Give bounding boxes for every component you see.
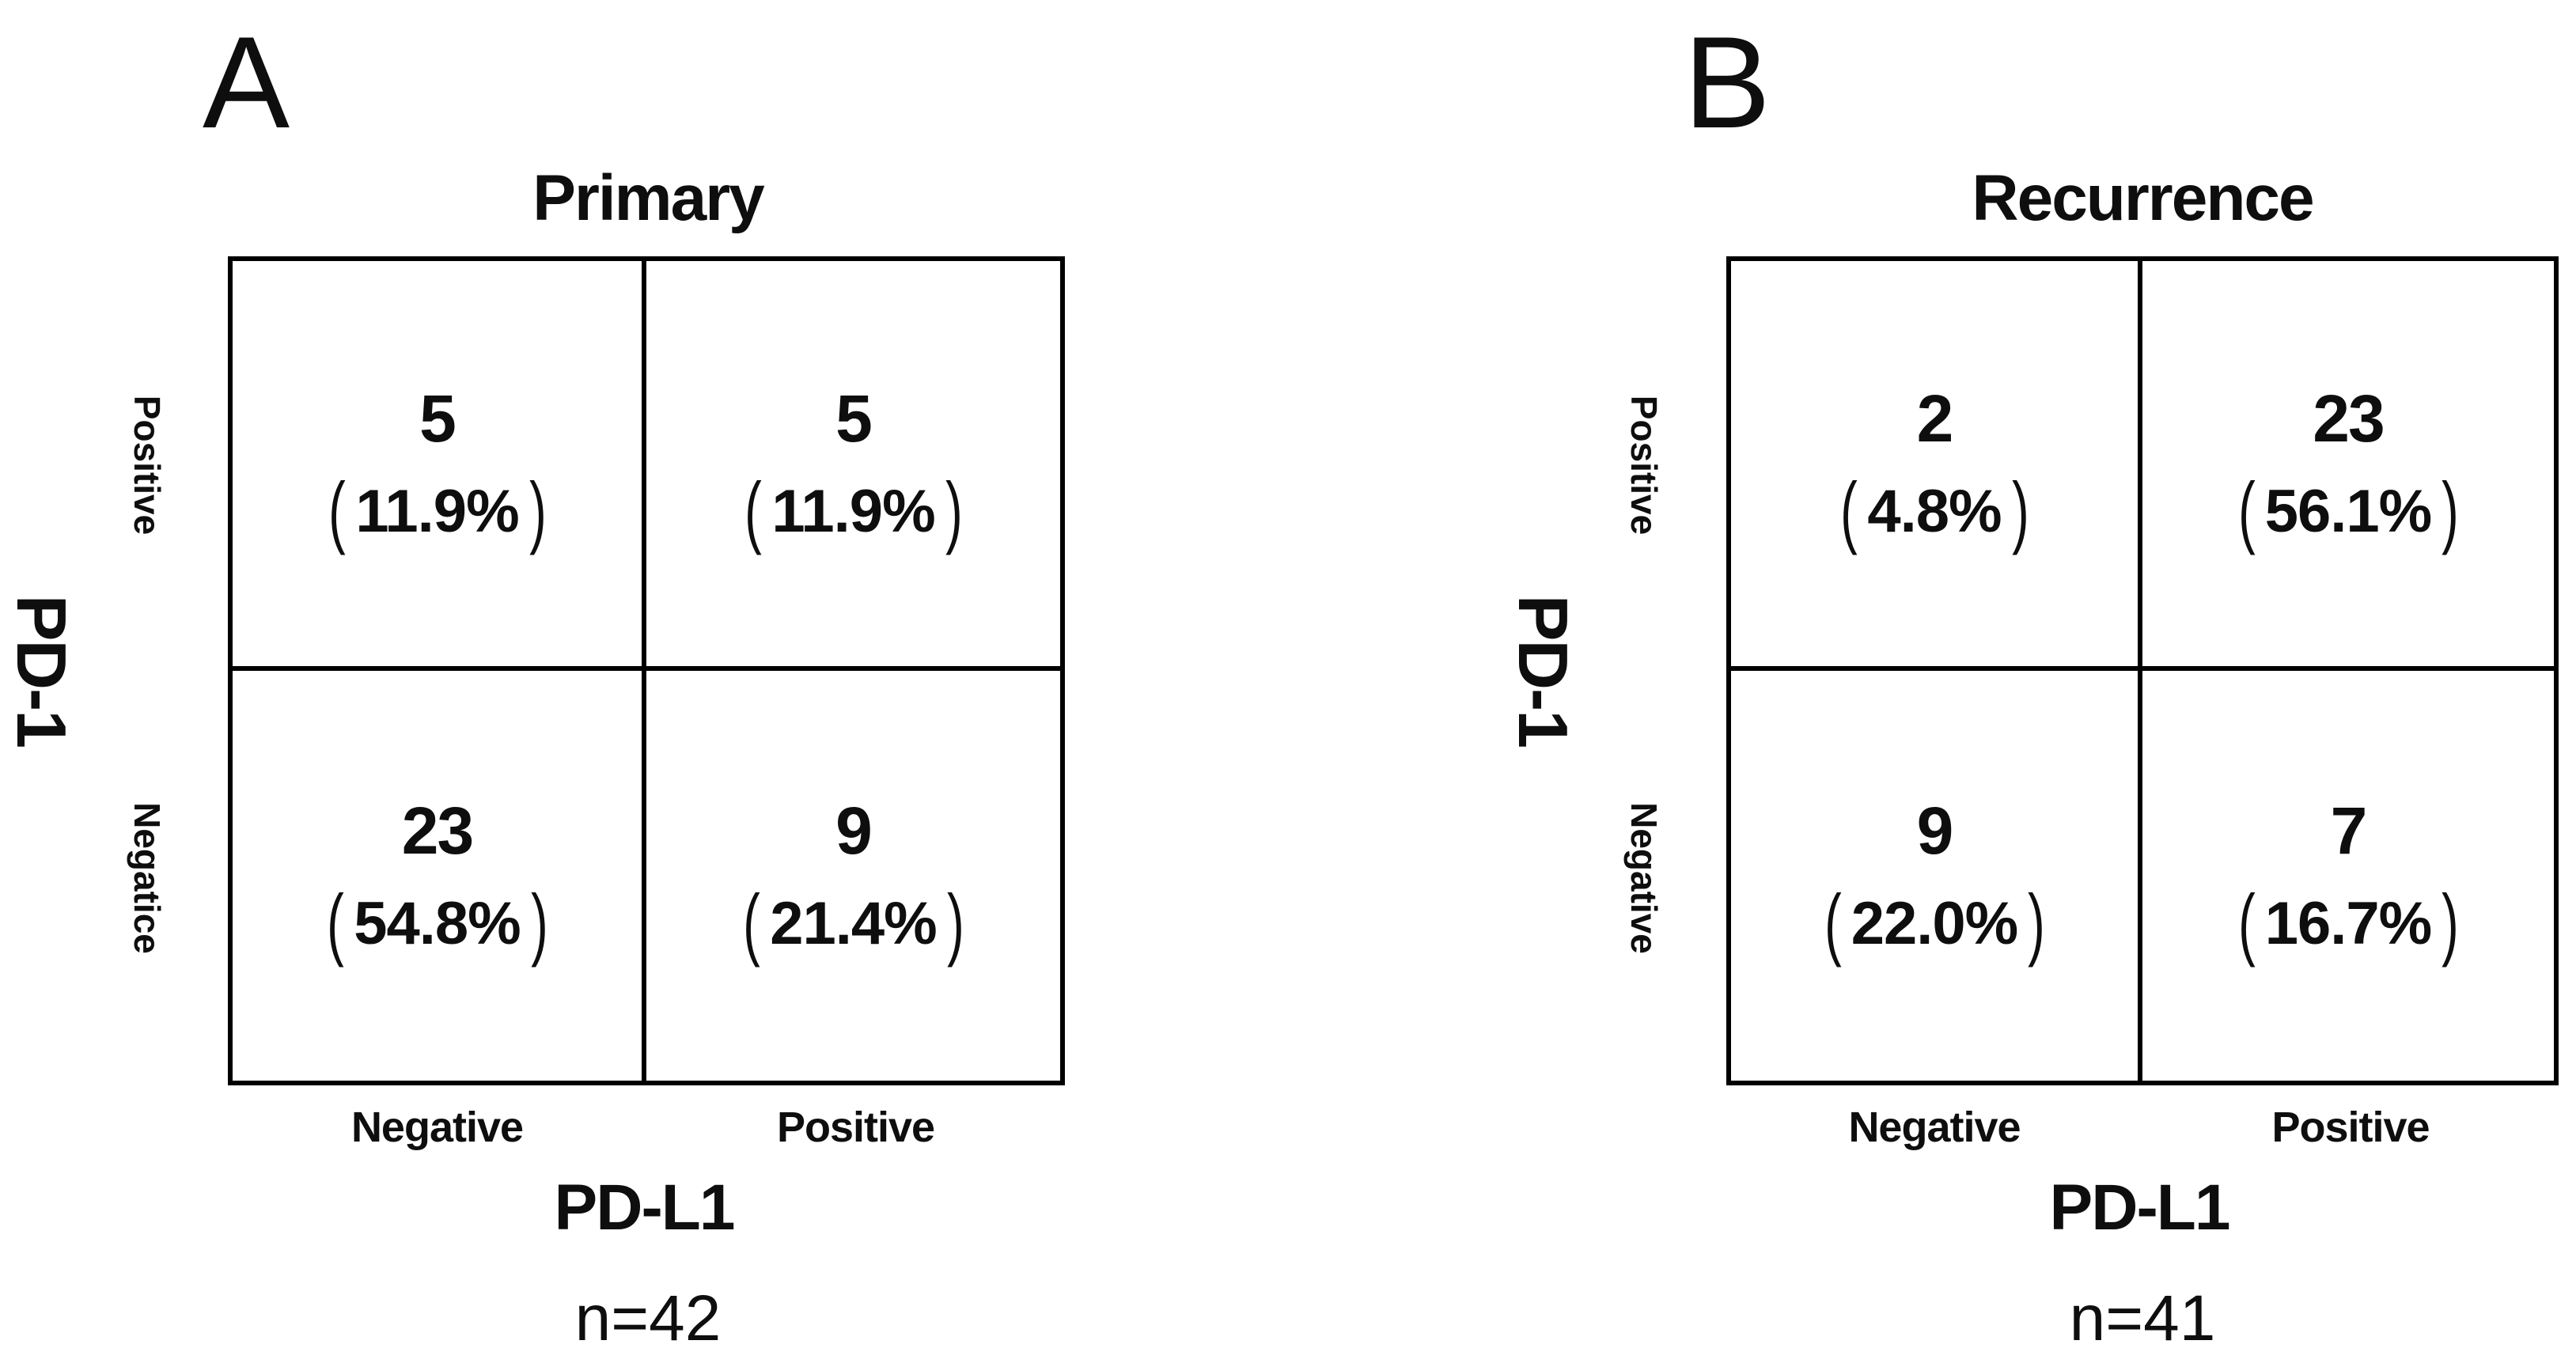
panel-b-cell-pd1neg-pdl1pos: 7 (16.7%) — [2142, 671, 2554, 1081]
percent-value: 54.8% — [354, 890, 521, 957]
cell-percent: (11.9%) — [734, 471, 972, 551]
panel-b-letter: B — [1684, 9, 1771, 155]
cell-percent: (54.8%) — [316, 884, 558, 964]
close-paren: ) — [2442, 467, 2459, 556]
cell-count: 23 — [401, 793, 474, 868]
close-paren: ) — [2442, 879, 2459, 968]
cell-percent: (21.4%) — [733, 884, 974, 964]
percent-value: 56.1% — [2264, 478, 2432, 545]
open-paren: ( — [743, 879, 760, 968]
open-paren: ( — [744, 467, 762, 556]
cell-percent: (56.1%) — [2228, 471, 2469, 551]
panel-a-column-labels: Negative Positive — [228, 1100, 1065, 1155]
cell-count: 5 — [419, 381, 456, 456]
panel-a-cell-pd1neg-pdl1neg: 23 (54.8%) — [233, 671, 646, 1081]
close-paren: ) — [2011, 467, 2029, 556]
panel-b-col-label-negative: Negative — [1848, 1104, 2021, 1151]
cell-percent: (16.7%) — [2228, 884, 2469, 964]
cell-count: 23 — [2313, 381, 2385, 456]
open-paren: ( — [327, 879, 344, 968]
panel-a-cell-pd1neg-pdl1pos: 9 (21.4%) — [646, 671, 1060, 1081]
open-paren: ( — [1840, 467, 1858, 556]
close-paren: ) — [530, 879, 548, 968]
percent-value: 22.0% — [1851, 890, 2018, 957]
panel-a-cell-pd1pos-pdl1pos: 5 (11.9%) — [646, 261, 1060, 671]
open-paren: ( — [1824, 879, 1842, 968]
close-paren: ) — [528, 467, 547, 556]
cell-count: 9 — [835, 793, 873, 868]
panel-b-contingency-table: 2 (4.8%) 23 (56.1%) 9 (22.0%) 7 (16.7%) — [1726, 256, 2559, 1085]
open-paren: ( — [328, 467, 346, 556]
panel-a-letter: A — [203, 9, 290, 155]
panel-b-col-label-positive: Positive — [2271, 1104, 2430, 1151]
percent-value: 11.9% — [355, 478, 519, 545]
panel-a-col-label-positive: Positive — [776, 1104, 935, 1151]
panel-a-contingency-table: 5 (11.9%) 5 (11.9%) 23 (54.8%) 9 (21.4%) — [228, 256, 1065, 1085]
panel-b-cell-pd1pos-pdl1neg: 2 (4.8%) — [1731, 261, 2142, 671]
panel-a-x-axis-title: PD-L1 — [554, 1172, 736, 1244]
percent-value: 4.8% — [1867, 478, 2002, 545]
panel-b-row-label-negative: Negative — [1623, 802, 1665, 954]
open-paren: ( — [2237, 467, 2256, 556]
panel-b-x-axis-title: PD-L1 — [2049, 1172, 2231, 1244]
panel-b-title: Recurrence — [1972, 162, 2314, 234]
cell-percent: (4.8%) — [1830, 471, 2038, 551]
open-paren: ( — [2237, 879, 2256, 968]
percent-value: 11.9% — [771, 478, 935, 545]
cell-count: 5 — [835, 381, 873, 456]
panel-a-cell-pd1pos-pdl1neg: 5 (11.9%) — [233, 261, 646, 671]
panel-b-cell-pd1pos-pdl1pos: 23 (56.1%) — [2142, 261, 2554, 671]
close-paren: ) — [946, 879, 964, 968]
panel-b-row-label-positive: Positive — [1623, 395, 1665, 536]
percent-value: 16.7% — [2264, 890, 2432, 957]
panel-b-column-labels: Negative Positive — [1726, 1100, 2559, 1155]
cell-count: 7 — [2330, 793, 2368, 868]
percent-value: 21.4% — [770, 890, 937, 957]
close-paren: ) — [945, 467, 963, 556]
cell-count: 9 — [1916, 793, 1954, 868]
panel-a-title: Primary — [532, 162, 764, 234]
cell-percent: (11.9%) — [318, 471, 555, 551]
cell-count: 2 — [1916, 381, 1954, 456]
close-paren: ) — [2028, 879, 2045, 968]
panel-b-sample-size: n=41 — [2069, 1282, 2216, 1354]
panel-b-cell-pd1neg-pdl1neg: 9 (22.0%) — [1731, 671, 2142, 1081]
panel-a-col-label-negative: Negative — [350, 1104, 524, 1151]
panel-a-sample-size: n=42 — [574, 1282, 722, 1354]
panel-b-y-axis-title: PD-1 — [1504, 594, 1582, 748]
cell-percent: (22.0%) — [1814, 884, 2055, 964]
